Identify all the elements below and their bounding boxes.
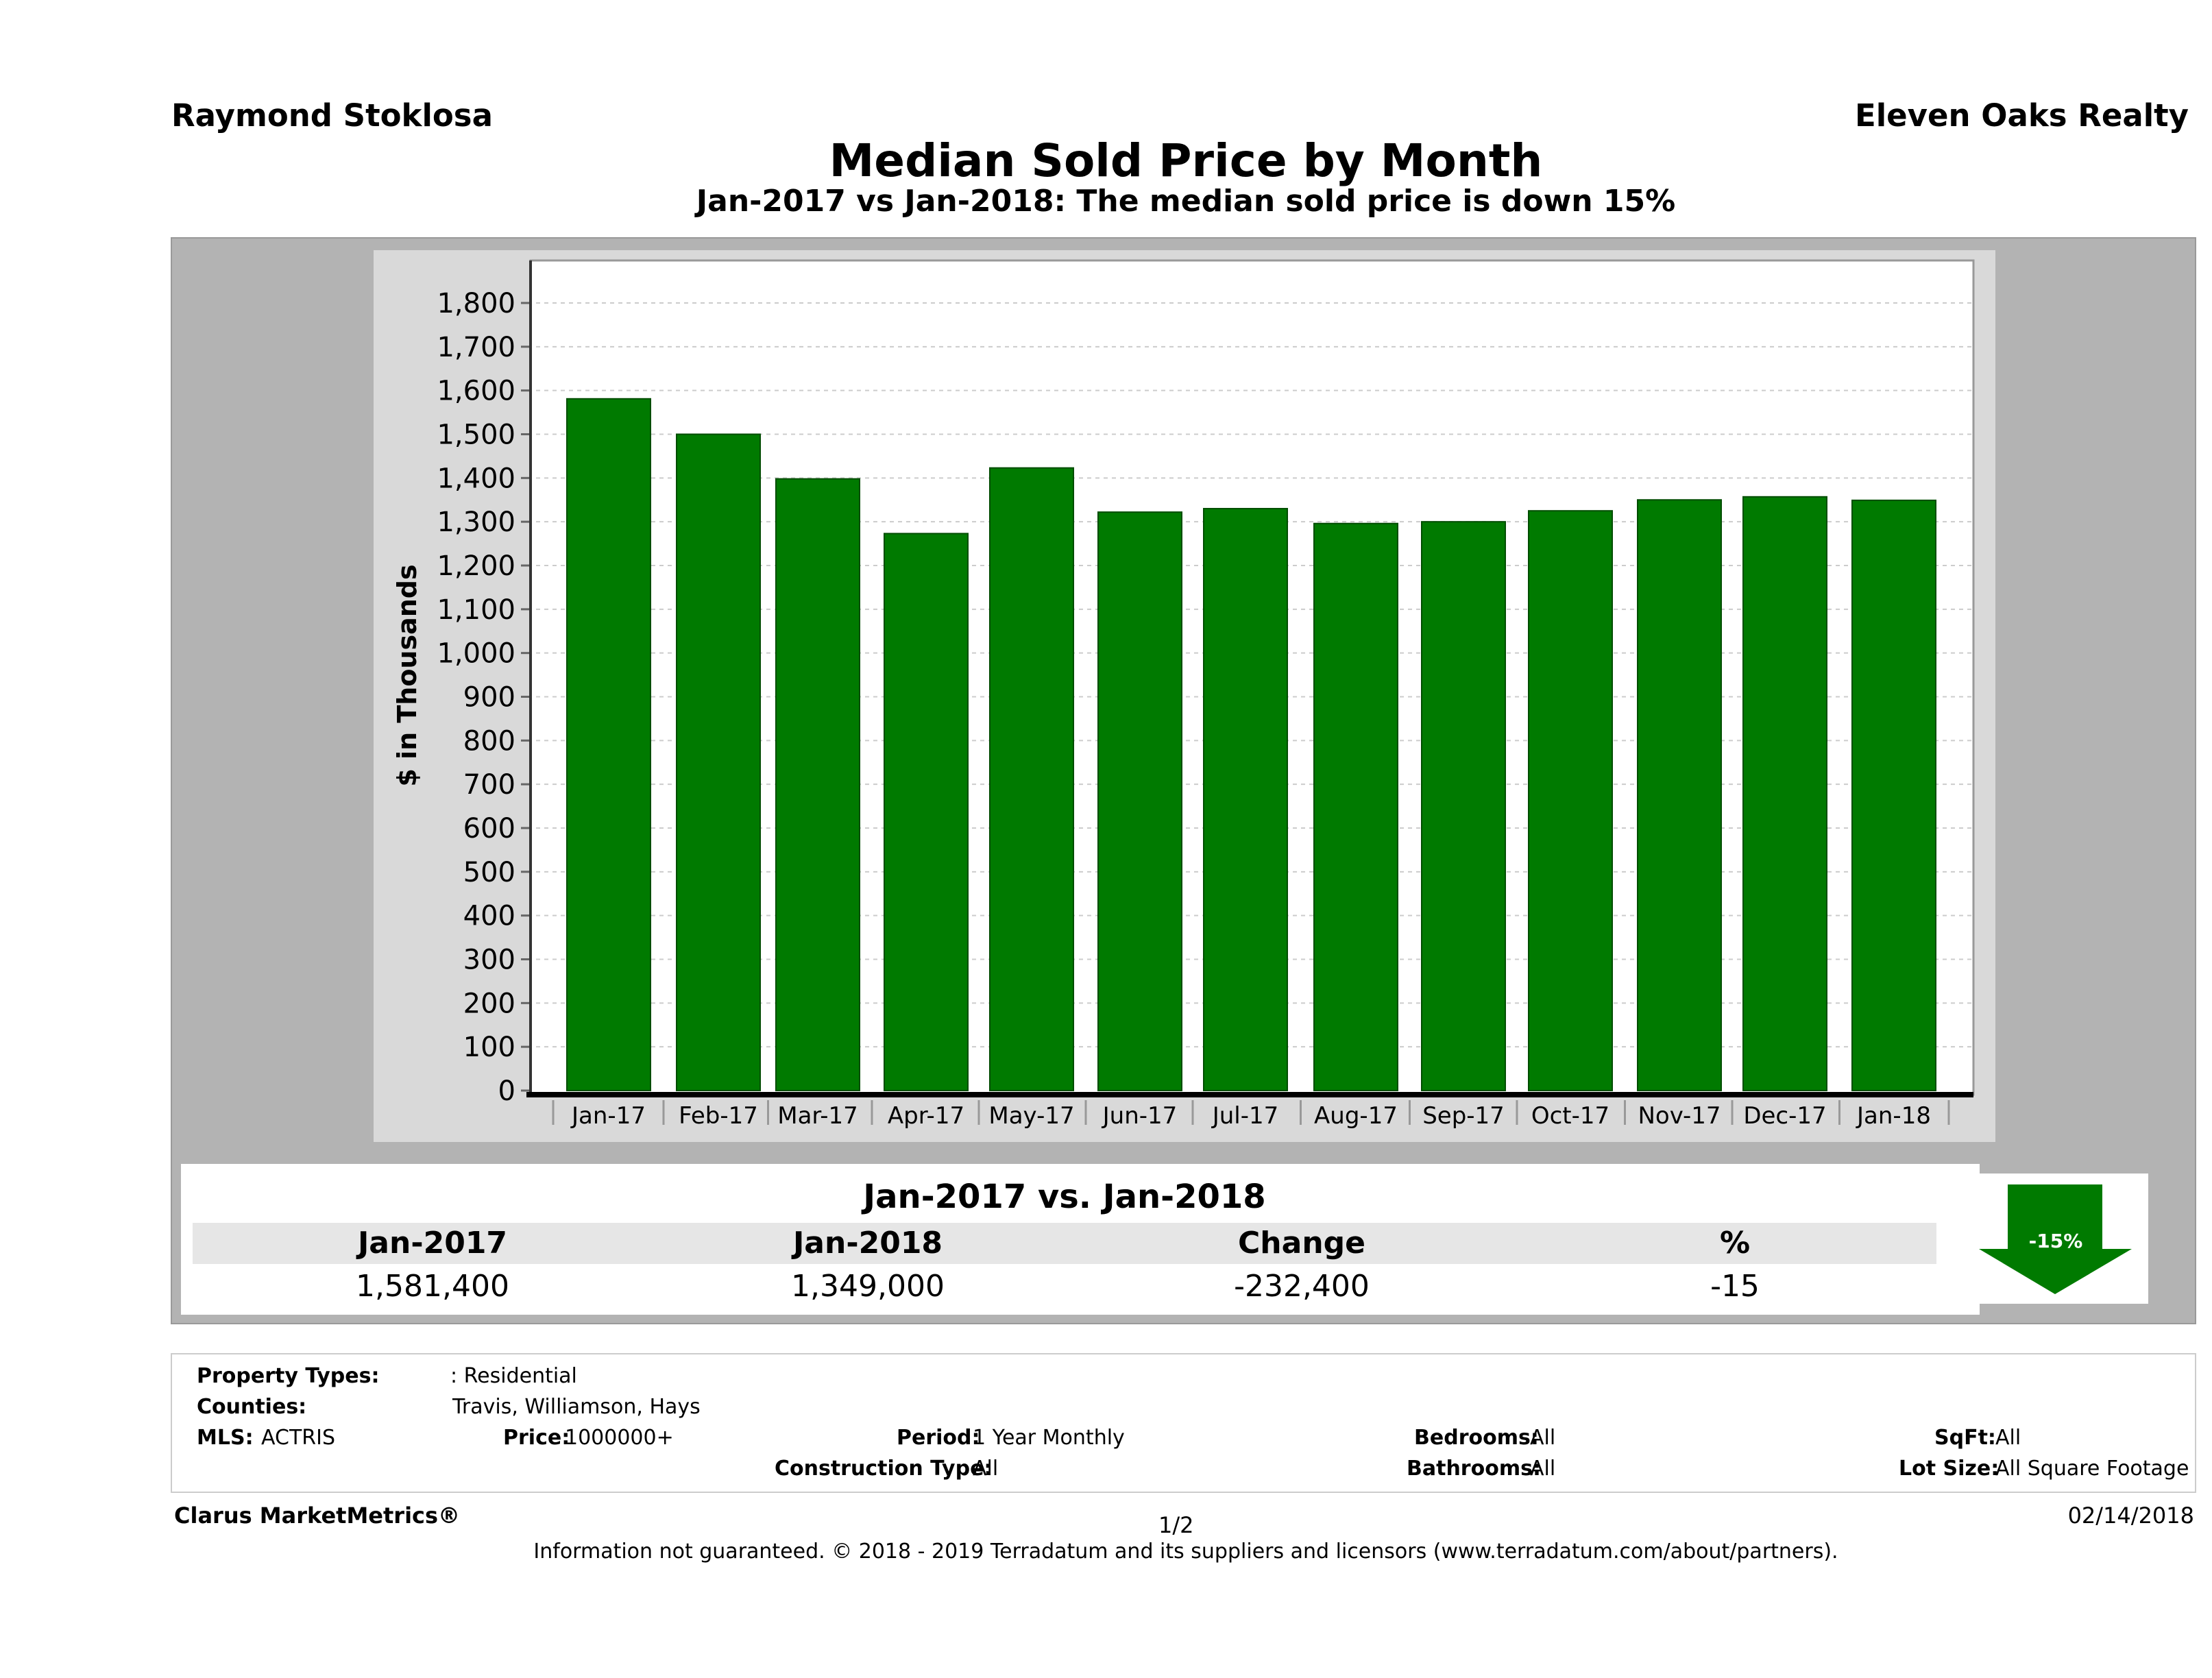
x-tick-label: Nov-17	[1638, 1102, 1721, 1130]
down-arrow-icon: -15%	[1979, 1184, 2132, 1294]
y-tick-label: 1,800	[437, 288, 515, 319]
brand-name: Clarus MarketMetrics®	[174, 1503, 461, 1529]
sqft-label: SqFt:	[1934, 1426, 1996, 1450]
x-tick-label: Jan-18	[1856, 1102, 1931, 1130]
y-tick-label: 100	[463, 1032, 515, 1063]
y-tick-label: 1,200	[437, 550, 515, 582]
y-tick-label: 1,500	[437, 420, 515, 451]
header-change: Change	[1238, 1226, 1365, 1261]
x-tick-label: Aug-17	[1314, 1102, 1398, 1130]
y-tick-label: 1,100	[437, 594, 515, 626]
bar	[989, 467, 1074, 1091]
bar	[566, 398, 651, 1092]
property-types-label: Property Types:	[197, 1364, 380, 1388]
bedrooms-value: All	[1530, 1426, 1556, 1450]
counties-label: Counties:	[197, 1395, 307, 1419]
construction-type-label: Construction Type:	[775, 1457, 993, 1481]
disclaimer: Information not guaranteed. © 2018 - 201…	[533, 1540, 1838, 1564]
bar	[1528, 510, 1613, 1092]
bar-chart: 0 100 200 300 400 500 600 700 800 900 1,000 1,100 1,…	[392, 259, 1975, 1130]
bedrooms-label: Bedrooms:	[1414, 1426, 1539, 1450]
y-tick-label: 600	[463, 813, 515, 844]
value-jan-2017: 1,581,400	[356, 1269, 509, 1304]
bar	[1203, 508, 1288, 1091]
comparison-header-row: Jan-2017 Jan-2018 Change %	[193, 1223, 1936, 1264]
comparison-value-row: 1,581,400 1,349,000 -232,400 -15	[193, 1267, 1936, 1306]
criteria-panel	[171, 1353, 2196, 1493]
bar	[1742, 496, 1827, 1091]
y-tick-label: 1,700	[437, 332, 515, 363]
x-tick-label: Jan-17	[570, 1102, 646, 1130]
y-tick-label: 1,000	[437, 638, 515, 670]
bathrooms-label: Bathrooms:	[1407, 1457, 1541, 1481]
y-tick-label: 1,600	[437, 376, 515, 407]
y-tick-label: 1,300	[437, 507, 515, 538]
header-jan-2018: Jan-2018	[792, 1226, 943, 1261]
chart-subtitle: Jan-2017 vs Jan-2018: The median sold pr…	[696, 184, 1676, 219]
bar	[1097, 511, 1182, 1091]
y-tick-label: 700	[463, 769, 515, 801]
brokerage-name: Eleven Oaks Realty	[1854, 97, 2189, 134]
bar	[1851, 499, 1936, 1092]
x-tick-label: Jun-17	[1102, 1102, 1178, 1130]
mls-value: ACTRIS	[261, 1426, 336, 1450]
sqft-value: All	[1995, 1426, 2021, 1450]
bar	[884, 533, 969, 1091]
x-tick-label: Jul-17	[1211, 1102, 1279, 1130]
change-badge: -15%	[1965, 1174, 2148, 1304]
comparison-title: Jan-2017 vs. Jan-2018	[193, 1174, 1936, 1220]
y-tick-label: 800	[463, 725, 515, 757]
bar	[1313, 522, 1398, 1092]
chart-title: Median Sold Price by Month	[829, 134, 1543, 187]
counties-value: Travis, Williamson, Hays	[452, 1395, 701, 1419]
bar	[1637, 499, 1722, 1091]
x-tick-label: Oct-17	[1531, 1102, 1609, 1130]
x-tick-label: Dec-17	[1743, 1102, 1826, 1130]
period-value: 1 Year Monthly	[973, 1426, 1125, 1450]
bar	[676, 433, 761, 1091]
lot-size-label: Lot Size:	[1899, 1457, 2000, 1481]
construction-type-value: All	[973, 1457, 999, 1481]
y-tick-label: 200	[463, 988, 515, 1019]
value-jan-2018: 1,349,000	[791, 1269, 945, 1304]
y-tick-label: 1,400	[437, 463, 515, 494]
page-number: 1/2	[1158, 1512, 1194, 1538]
value-change: -232,400	[1234, 1269, 1370, 1304]
y-tick-label: 900	[463, 682, 515, 714]
period-label: Period:	[897, 1426, 980, 1450]
bar	[775, 478, 860, 1091]
property-types-value: : Residential	[450, 1364, 577, 1388]
lot-size-value: All Square Footage	[1995, 1457, 2189, 1481]
price-label: Price:	[503, 1426, 570, 1450]
y-tick-label: 0	[498, 1075, 515, 1107]
bathrooms-value: All	[1530, 1457, 1556, 1481]
x-tick-label: Sep-17	[1422, 1102, 1505, 1130]
y-tick-label: 500	[463, 857, 515, 888]
y-axis-label: $ in Thousands	[392, 564, 422, 786]
x-tick-label: May-17	[988, 1102, 1074, 1130]
x-tick-label: Feb-17	[679, 1102, 758, 1130]
value-percent: -15	[1710, 1269, 1760, 1304]
agent-name: Raymond Stoklosa	[171, 97, 493, 134]
price-value: 1000000+	[565, 1426, 674, 1450]
change-badge-label: -15%	[2029, 1230, 2083, 1252]
header-percent: %	[1719, 1226, 1751, 1261]
mls-label: MLS:	[197, 1426, 254, 1450]
header-jan-2017: Jan-2017	[357, 1226, 508, 1261]
y-tick-label: 300	[463, 945, 515, 976]
x-tick-label: Apr-17	[888, 1102, 964, 1130]
report-date: 02/14/2018	[2067, 1503, 2194, 1529]
x-tick-label: Mar-17	[777, 1102, 858, 1130]
bar	[1421, 521, 1506, 1091]
y-tick-label: 400	[463, 901, 515, 932]
